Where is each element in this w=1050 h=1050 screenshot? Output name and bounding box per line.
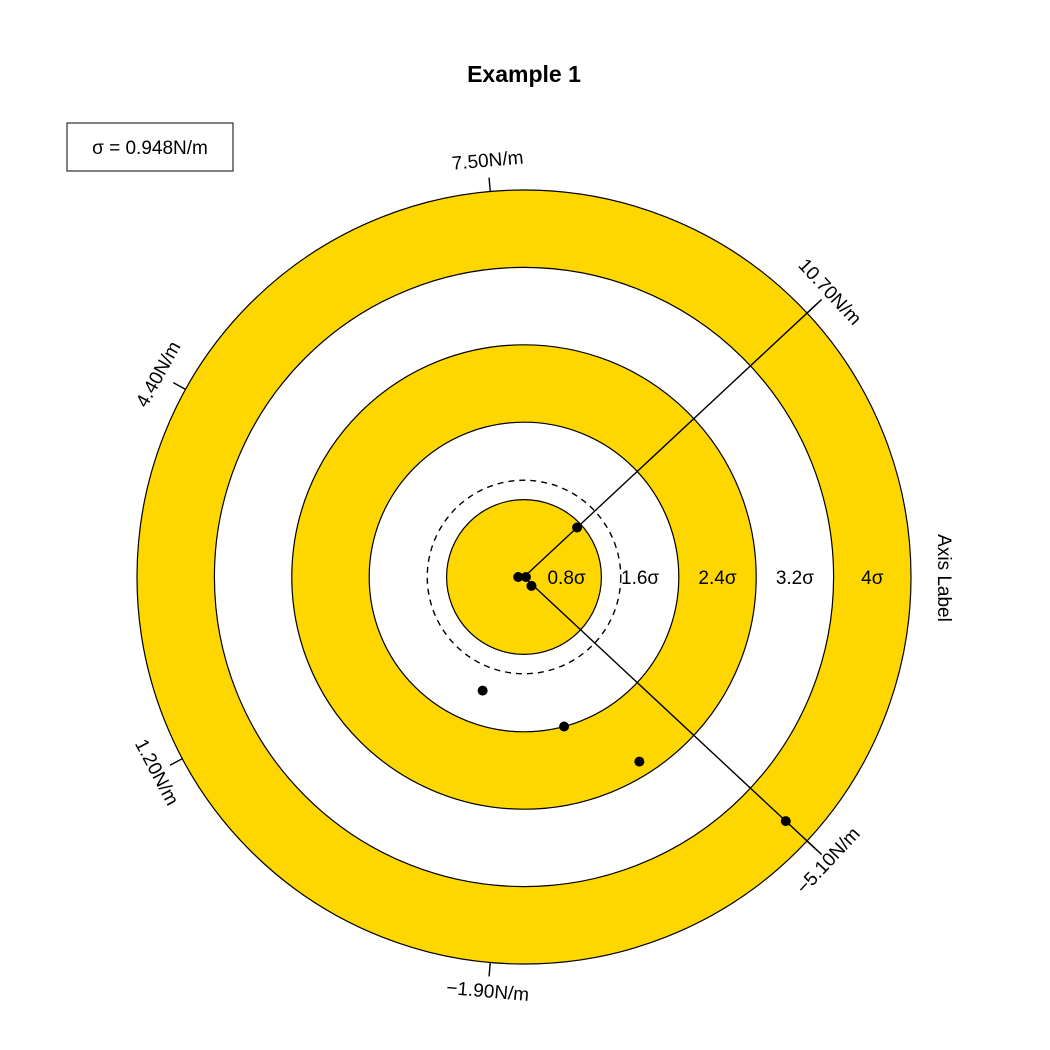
- points-group: [477, 522, 791, 827]
- direction-tick-4: [488, 962, 491, 977]
- data-point-2: [572, 522, 583, 533]
- data-point-0: [513, 572, 524, 582]
- direction-label-3: 1.20N/m: [130, 736, 182, 809]
- ring-label-4: 3.2σ: [776, 568, 814, 589]
- direction-tick-2: [172, 381, 186, 390]
- dashed-circle-group: [426, 479, 622, 675]
- direction-label-2: 4.40N/m: [132, 338, 185, 411]
- sigma-legend-text: σ = 0.948N/m: [92, 138, 208, 159]
- direction-tick-0: [488, 177, 491, 192]
- dashed-sigma-circle: [426, 479, 622, 675]
- data-point-1: [520, 572, 531, 582]
- direction-tick-3: [169, 758, 183, 766]
- segment-1: [523, 576, 823, 856]
- direction-label-0: 7.50N/m: [451, 148, 524, 175]
- ring-label-1: 0.8σ: [547, 568, 585, 589]
- chart-title: Example 1: [467, 61, 581, 87]
- data-point-4: [477, 685, 488, 696]
- sigma-legend-box: [66, 122, 234, 172]
- ring-label-5: 4σ: [861, 568, 884, 589]
- direction-label-4: −1.90N/m: [445, 978, 529, 1006]
- direction-tick-5: [806, 840, 818, 851]
- ring-label-3: 2.4σ: [698, 568, 736, 589]
- direction-tick-1: [806, 303, 818, 314]
- ring-labels-group: 0.8σ 1.6σ 2.4σ 3.2σ 4σ: [547, 568, 883, 589]
- ring-label-2: 1.6σ: [621, 568, 659, 589]
- axis-label: Axis Label: [933, 534, 954, 622]
- data-point-7: [780, 816, 791, 827]
- data-point-3: [526, 580, 537, 591]
- data-point-5: [559, 721, 570, 732]
- data-point-6: [634, 756, 645, 767]
